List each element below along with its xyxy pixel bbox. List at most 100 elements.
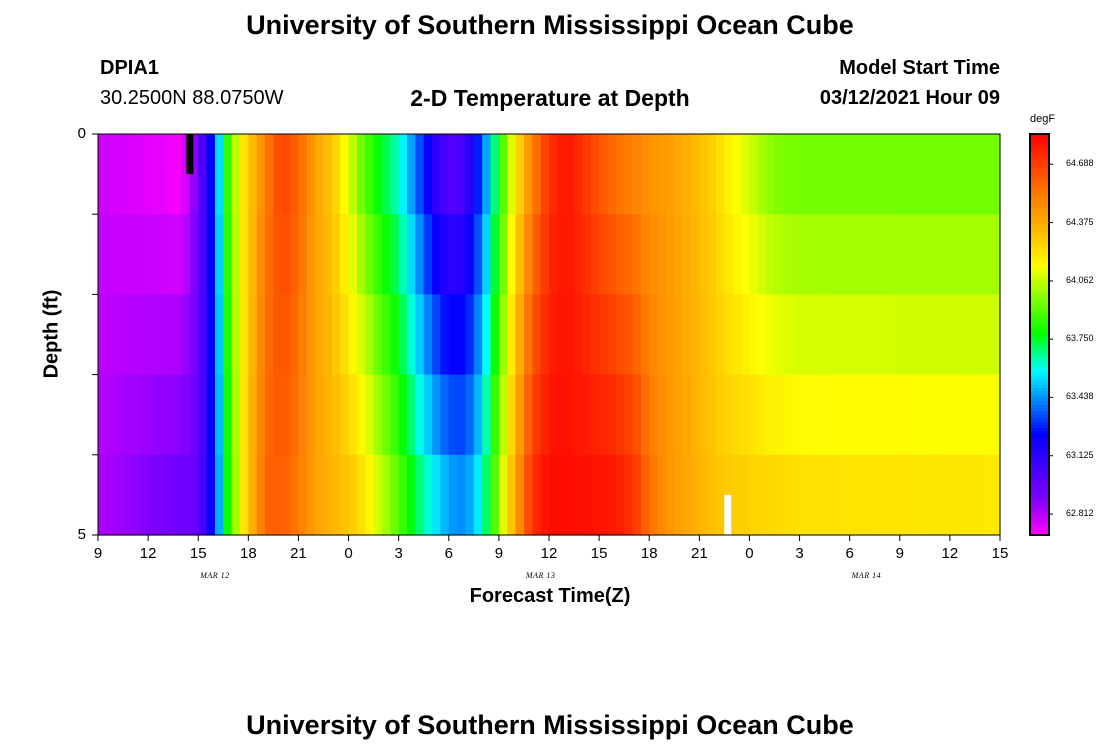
heatmap-cell (933, 374, 943, 456)
heatmap-cell (807, 454, 817, 536)
heatmap-cell (98, 454, 107, 536)
heatmap-cell (415, 294, 425, 376)
heatmap-cell (883, 454, 893, 536)
heatmap-cell (473, 294, 483, 376)
heatmap-cell (632, 294, 642, 376)
colorbar-segment (1030, 281, 1049, 285)
colorbar-segment (1030, 414, 1049, 419)
heatmap-cell (156, 214, 166, 295)
heatmap-cell (507, 294, 517, 376)
colorbar-segment (1030, 264, 1049, 269)
heatmap-cell (849, 214, 859, 295)
heatmap-cell (331, 454, 341, 536)
colorbar-tick-label: 62.812 (1066, 508, 1094, 519)
heatmap-cell (849, 454, 859, 536)
heatmap-cell (248, 134, 258, 215)
colorbar-segment (1030, 180, 1049, 185)
heatmap-cell (498, 454, 508, 536)
heatmap-cell (423, 454, 433, 536)
heatmap-cell (407, 374, 416, 456)
heatmap-cell (674, 134, 684, 215)
heatmap-cell (724, 294, 734, 376)
heatmap-cell (732, 374, 742, 456)
heatmap-cell (858, 214, 867, 295)
heatmap-cell (273, 294, 283, 376)
colorbar-segment (1030, 418, 1049, 422)
heatmap-cell (340, 214, 350, 295)
heatmap-cell (407, 134, 416, 215)
colorbar-segment (1030, 187, 1049, 192)
heatmap-cell (148, 214, 158, 295)
colorbar-segment (1030, 377, 1049, 382)
heatmap-cell (908, 214, 918, 295)
heatmap-cell (590, 214, 600, 295)
heatmap-cell (941, 374, 951, 456)
colorbar-segment (1030, 331, 1049, 336)
heatmap-cell (724, 374, 734, 456)
heatmap-cell (315, 214, 325, 295)
x-tick-label: 6 (444, 545, 453, 562)
y-axis-label: Depth (ft) (40, 289, 63, 379)
heatmap-cell (582, 134, 592, 215)
heatmap-cell (966, 134, 976, 215)
colorbar-segment (1030, 214, 1049, 219)
colorbar-segment (1030, 504, 1049, 509)
colorbar-segment (1030, 347, 1049, 352)
colorbar-segment (1030, 277, 1049, 282)
heatmap-cell (807, 134, 817, 215)
heatmap-cell (749, 134, 759, 215)
heatmap-cell (181, 374, 191, 456)
heatmap-cell (983, 294, 993, 376)
colorbar-segment (1030, 234, 1049, 239)
heatmap-cell (891, 134, 901, 215)
heatmap-cell (774, 374, 784, 456)
heatmap-cell (874, 294, 884, 376)
colorbar-tick-label: 64.688 (1066, 158, 1094, 169)
heatmap-cell (774, 214, 784, 295)
heatmap-cell (565, 294, 575, 376)
heatmap-cell (991, 214, 1001, 295)
heatmap-cell (824, 374, 834, 456)
heatmap-cell (256, 374, 266, 456)
heatmap-cell (365, 214, 375, 295)
heatmap-cell (816, 454, 826, 536)
heatmap-cell (448, 454, 458, 536)
heatmap-cell (223, 134, 233, 215)
heatmap-cell (407, 294, 416, 376)
heatmap-cell (866, 454, 876, 536)
heatmap-cell (398, 294, 408, 376)
colorbar-segment (1030, 311, 1049, 316)
heatmap-cell (331, 294, 341, 376)
heatmap-cell (908, 294, 918, 376)
heatmap-cell (106, 214, 116, 295)
heatmap-cell (423, 294, 433, 376)
x-date-label: MAR 12 (200, 571, 230, 580)
heatmap-cell (649, 294, 659, 376)
colorbar-segment (1030, 240, 1049, 245)
heatmap-cell (164, 294, 174, 376)
colorbar-segment (1030, 521, 1049, 526)
heatmap-cell (390, 214, 400, 295)
heatmap-cell (498, 214, 508, 295)
heatmap-cell (131, 374, 141, 456)
heatmap-cell (657, 214, 667, 295)
heatmap-cell (624, 374, 634, 456)
colorbar-segment (1030, 514, 1049, 519)
colorbar-segment (1030, 464, 1049, 469)
heatmap-cell (991, 454, 1001, 536)
colorbar-segment (1030, 244, 1049, 249)
heatmap-cell (849, 134, 859, 215)
heatmap-cell (941, 294, 951, 376)
colorbar-segment (1030, 207, 1049, 212)
heatmap-cell (340, 374, 350, 456)
heatmap-cell (532, 134, 542, 215)
colorbar-segment (1030, 451, 1049, 456)
heatmap-cell (164, 214, 174, 295)
heatmap-cell (206, 294, 216, 376)
heatmap-cell (532, 374, 542, 456)
heatmap-cell (640, 214, 650, 295)
heatmap-cell (816, 374, 826, 456)
heatmap-cell (858, 294, 867, 376)
heatmap-cell (540, 374, 550, 456)
